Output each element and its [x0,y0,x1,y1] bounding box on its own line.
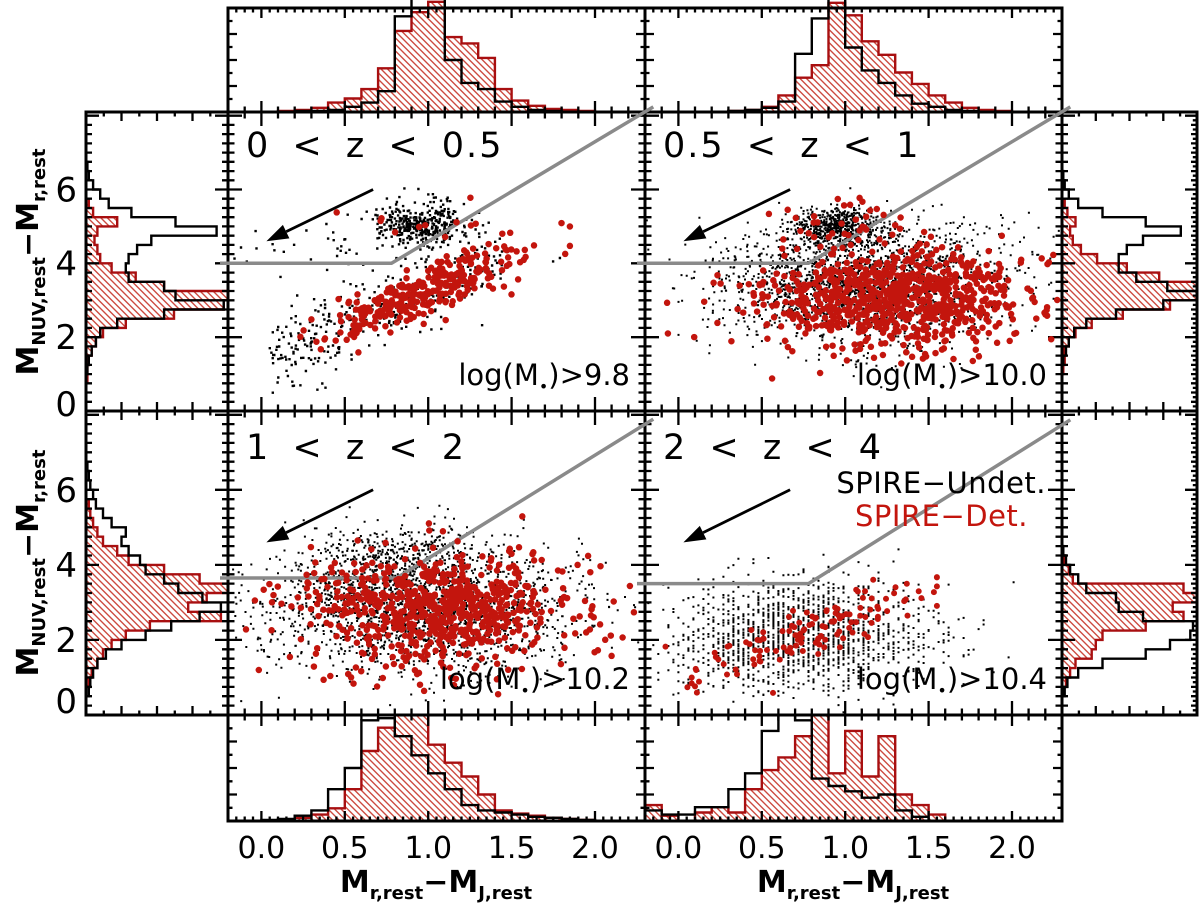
hist-spire-det-panel4-y [1060,433,1199,715]
scatter-spire-det-panel1 [333,194,479,236]
scatter-spire-det-panel3 [242,513,638,690]
y-title-m2: −M [11,503,46,559]
x-title-m2: −M [423,865,479,900]
x-title-m1: M [756,865,787,900]
x-title-m2: −M [840,865,896,900]
hist-spire-det-panel2-x [645,1,1062,114]
legend-spire-undetected: SPIRE−Undet. [836,466,1046,500]
mass-star-subscript: • [937,376,947,396]
svg-text:4: 4 [55,244,77,284]
y-title-m1: M [11,345,46,376]
y-title-sub1: NUV,rest [29,558,50,647]
scatter-spire-undet-panel4 [647,548,1015,714]
hist-spire-det-panel1-y [84,134,230,411]
hist-spire-undet-panel4-y [1060,433,1195,715]
extinction-arrow-panel4 [683,488,791,543]
svg-text:0.0: 0.0 [238,831,286,866]
scatter-spire-undet-panel1 [344,187,490,261]
hist-spire-det-panel4-x [643,713,1062,823]
panel-z-label-3: 1 < z < 2 [246,428,467,468]
svg-text:6: 6 [55,171,77,211]
scatter-spire-det-panel4 [688,574,940,696]
y-title-sub2: r,rest [29,449,50,504]
svg-text:1.0: 1.0 [821,831,869,866]
x-title-sub1: r,rest [786,883,841,904]
mass-star-subscript: • [520,680,530,700]
legend-spire-detected: SPIRE−Det. [855,499,1028,533]
scatter-spire-det-panel2 [816,330,983,377]
svg-text:2: 2 [55,621,77,661]
x-title-m1: M [339,865,370,900]
mass-limit-label-3: log(M•)>10.2 [439,662,630,700]
mass-limit-label-2: log(M•)>10.0 [856,358,1047,396]
panel-z-label-1: 0 < z < 0.5 [246,126,504,166]
x-axis-title-right-column: Mr,rest−MJ,rest [757,866,949,904]
svg-text:2: 2 [55,318,77,358]
hist-spire-det-panel1-x [228,0,645,114]
mass-limit-label-4: log(M•)>10.4 [856,662,1047,700]
svg-text:0.5: 0.5 [738,831,786,866]
extinction-arrow-panel1 [266,188,374,242]
svg-text:1.5: 1.5 [488,831,536,866]
svg-text:1.0: 1.0 [404,831,452,866]
x-tick-labels: 0.0 0.5 1.0 1.5 2.0 0.0 0.5 1.0 1.5 2.0 [238,831,1036,866]
hist-spire-det-panel3-x [228,713,645,823]
svg-text:2.0: 2.0 [571,831,619,866]
mass-limit-label-1: log(M•)>9.8 [458,358,630,396]
y-title-m2: −M [11,202,46,258]
scatter-black-panel4 [647,548,1015,714]
scatter-spire-det-panel2 [663,211,1061,382]
quiescent-selection-wedge-panel1 [220,105,655,266]
x-title-sub2: J,rest [895,883,950,904]
scatter-red-panel3 [242,513,638,698]
y-title-sub2: r,rest [29,148,50,203]
quiescent-selection-wedge-panel4 [637,418,1072,586]
mass-star-subscript: • [538,376,549,396]
svg-text:0: 0 [55,385,77,425]
svg-text:0.0: 0.0 [655,831,703,866]
extinction-arrow-panel2 [683,188,791,242]
y-axis-title-top-row: MNUV,rest−Mr,rest [11,148,50,376]
svg-text:4: 4 [55,546,77,586]
scatter-spire-det-panel2 [765,194,904,249]
svg-text:1.5: 1.5 [905,831,953,866]
y-tick-labels: 0 2 4 6 0 2 4 6 [55,171,77,723]
scatter-red-panel2 [663,194,1061,382]
x-title-sub1: r,rest [369,883,424,904]
panel-z-label-2: 0.5 < z < 1 [663,126,921,166]
mass-star-subscript: • [937,680,947,700]
scatter-spire-det-panel4 [662,643,777,696]
svg-text:2.0: 2.0 [988,831,1036,866]
axis-ticks [86,8,1197,821]
extinction-arrow-panel3 [266,488,374,543]
panel-z-label-4: 2 < z < 4 [663,428,884,468]
marginal-histograms [84,0,1199,823]
x-axis-title-left-column: Mr,rest−MJ,rest [340,866,532,904]
y-axis-title-bottom-row: MNUV,rest−Mr,rest [11,449,50,677]
scatter-spire-undet-panel2 [779,187,931,263]
x-title-sub2: J,rest [478,883,533,904]
scatter-spire-det-panel1 [297,219,574,356]
scatter-spire-det-panel3 [255,647,526,698]
svg-text:0: 0 [55,682,77,722]
quiescent-selection-wedge-panel2 [637,105,1072,266]
scatter-red-panel4 [662,574,940,696]
svg-text:6: 6 [55,471,77,511]
y-title-m1: M [11,646,46,677]
scatter-red-panel1 [297,194,574,356]
y-title-sub1: NUV,rest [29,257,50,346]
svg-text:0.5: 0.5 [321,831,369,866]
